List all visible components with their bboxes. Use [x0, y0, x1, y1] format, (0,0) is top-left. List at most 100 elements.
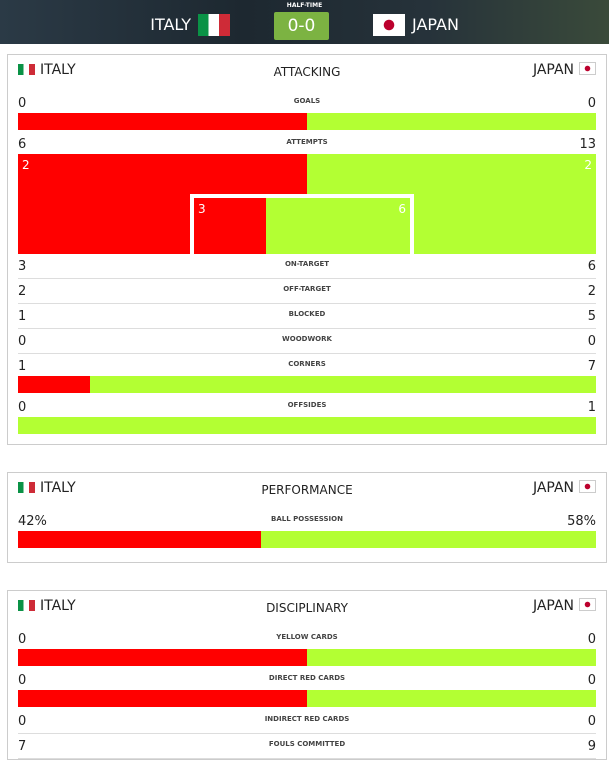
home-bar	[18, 376, 91, 393]
away-value: 0	[587, 334, 596, 349]
score: 0-0	[274, 12, 329, 40]
home-bar	[18, 690, 307, 707]
stat-bar	[18, 531, 596, 548]
stats-panel: ITALY DISCIPLINARY JAPAN 0 YELLOW CARDS 0 0 DIR…	[7, 590, 607, 760]
away-team-label: JAPAN	[533, 598, 596, 614]
away-bar	[307, 113, 596, 130]
away-team-label: JAPAN	[533, 480, 596, 496]
stat-label: FOULS COMMITTED	[268, 740, 346, 748]
stat-row: 0 DIRECT RED CARDS 0	[18, 668, 596, 690]
away-team-label: JAPAN	[533, 62, 596, 78]
stat-label: GOALS	[293, 97, 321, 105]
stats-panel: ITALY PERFORMANCE JAPAN 42% BALL POSSESSION 5…	[7, 472, 607, 563]
home-flag	[18, 600, 35, 611]
bar-home-value: 2	[22, 158, 30, 172]
panel-title: PERFORMANCE	[261, 483, 353, 497]
match-status: HALF-TIME	[286, 2, 323, 9]
away-value: 58%	[567, 514, 596, 529]
away-value: 6	[587, 259, 596, 274]
stat-row: 1 BLOCKED 5	[18, 304, 596, 329]
stat-bar	[18, 417, 596, 434]
stat-label: BALL POSSESSION	[271, 515, 343, 523]
home-value: 1	[18, 309, 27, 324]
bar-away-value: 2	[584, 158, 592, 172]
home-value: 2	[18, 284, 27, 299]
home-bar	[194, 198, 266, 254]
stat-row: 0 INDIRECT RED CARDS 0	[18, 709, 596, 734]
panel-header: ITALY ATTACKING JAPAN	[18, 55, 596, 91]
away-value: 1	[587, 400, 596, 415]
home-value: 42%	[18, 514, 47, 529]
stat-label: ATTEMPTS	[286, 138, 328, 146]
away-team: JAPAN	[532, 598, 574, 614]
stats-panel: ITALY ATTACKING JAPAN 0 GOALS 0 6 ATTEMPTS 13 2 2 3…	[7, 54, 607, 445]
away-bar	[265, 198, 410, 254]
bar-home-value: 3	[198, 202, 206, 216]
home-value: 0	[18, 632, 27, 647]
home-value: 0	[18, 334, 27, 349]
away-value: 5	[587, 309, 596, 324]
away-value: 7	[587, 359, 596, 374]
away-bar	[90, 376, 596, 393]
stat-row: 3 ON-TARGET 6	[18, 254, 596, 279]
stat-row: 1 CORNERS 7	[18, 354, 596, 376]
home-flag	[18, 64, 35, 75]
home-flag	[18, 482, 35, 493]
away-value: 0	[587, 96, 596, 111]
stat-label: OFF-TARGET	[283, 285, 331, 293]
home-value: 0	[18, 673, 27, 688]
away-bar	[260, 531, 596, 548]
stat-row: 0 WOODWORK 0	[18, 329, 596, 354]
away-value: 13	[579, 137, 596, 152]
stat-bar	[18, 649, 596, 666]
home-team-label: ITALY	[18, 598, 76, 614]
home-value: 0	[18, 96, 27, 111]
away-bar	[307, 649, 596, 666]
home-value: 0	[18, 400, 27, 415]
stat-label: INDIRECT RED CARDS	[264, 715, 350, 723]
stat-row: 42% BALL POSSESSION 58%	[18, 509, 596, 531]
away-value: 0	[587, 714, 596, 729]
stat-label: YELLOW CARDS	[276, 633, 338, 641]
stat-bar	[18, 113, 596, 130]
home-flag	[198, 14, 230, 36]
stat-bar	[18, 690, 596, 707]
home-value: 3	[18, 259, 27, 274]
stat-row: 0 YELLOW CARDS 0	[18, 627, 596, 649]
home-team-label: ITALY	[18, 480, 76, 496]
home-bar	[18, 531, 261, 548]
home-value: 7	[18, 739, 27, 754]
away-flag	[373, 14, 405, 36]
home-bar	[18, 113, 307, 130]
stat-label: OFFSIDES	[287, 401, 327, 409]
home-value: 6	[18, 137, 27, 152]
home-team: ITALY	[40, 480, 76, 496]
home-team: ITALY	[40, 598, 76, 614]
stat-label: WOODWORK	[282, 335, 332, 343]
stat-row: 7 FOULS COMMITTED 9	[18, 734, 596, 759]
stat-row: 2 OFF-TARGET 2	[18, 279, 596, 304]
panel-header: ITALY DISCIPLINARY JAPAN	[18, 591, 596, 627]
away-value: 2	[587, 284, 596, 299]
away-team: JAPAN	[412, 15, 459, 34]
home-team-label: ITALY	[18, 62, 76, 78]
home-value: 0	[18, 714, 27, 729]
away-team: JAPAN	[532, 480, 574, 496]
away-flag	[579, 62, 596, 75]
stat-row: 0 OFFSIDES 1	[18, 395, 596, 417]
away-value: 0	[587, 632, 596, 647]
stat-label: CORNERS	[288, 360, 326, 368]
away-flag	[579, 480, 596, 493]
stat-label: ON-TARGET	[284, 260, 330, 268]
home-team: ITALY	[40, 62, 76, 78]
home-value: 1	[18, 359, 27, 374]
away-team: JAPAN	[532, 62, 574, 78]
bar-away-value: 6	[398, 202, 406, 216]
away-value: 0	[587, 673, 596, 688]
stat-label: BLOCKED	[288, 310, 326, 318]
stat-bar	[18, 376, 596, 393]
home-bar	[18, 649, 307, 666]
match-header: HALF-TIME ITALY 0-0 JAPAN	[0, 0, 609, 44]
